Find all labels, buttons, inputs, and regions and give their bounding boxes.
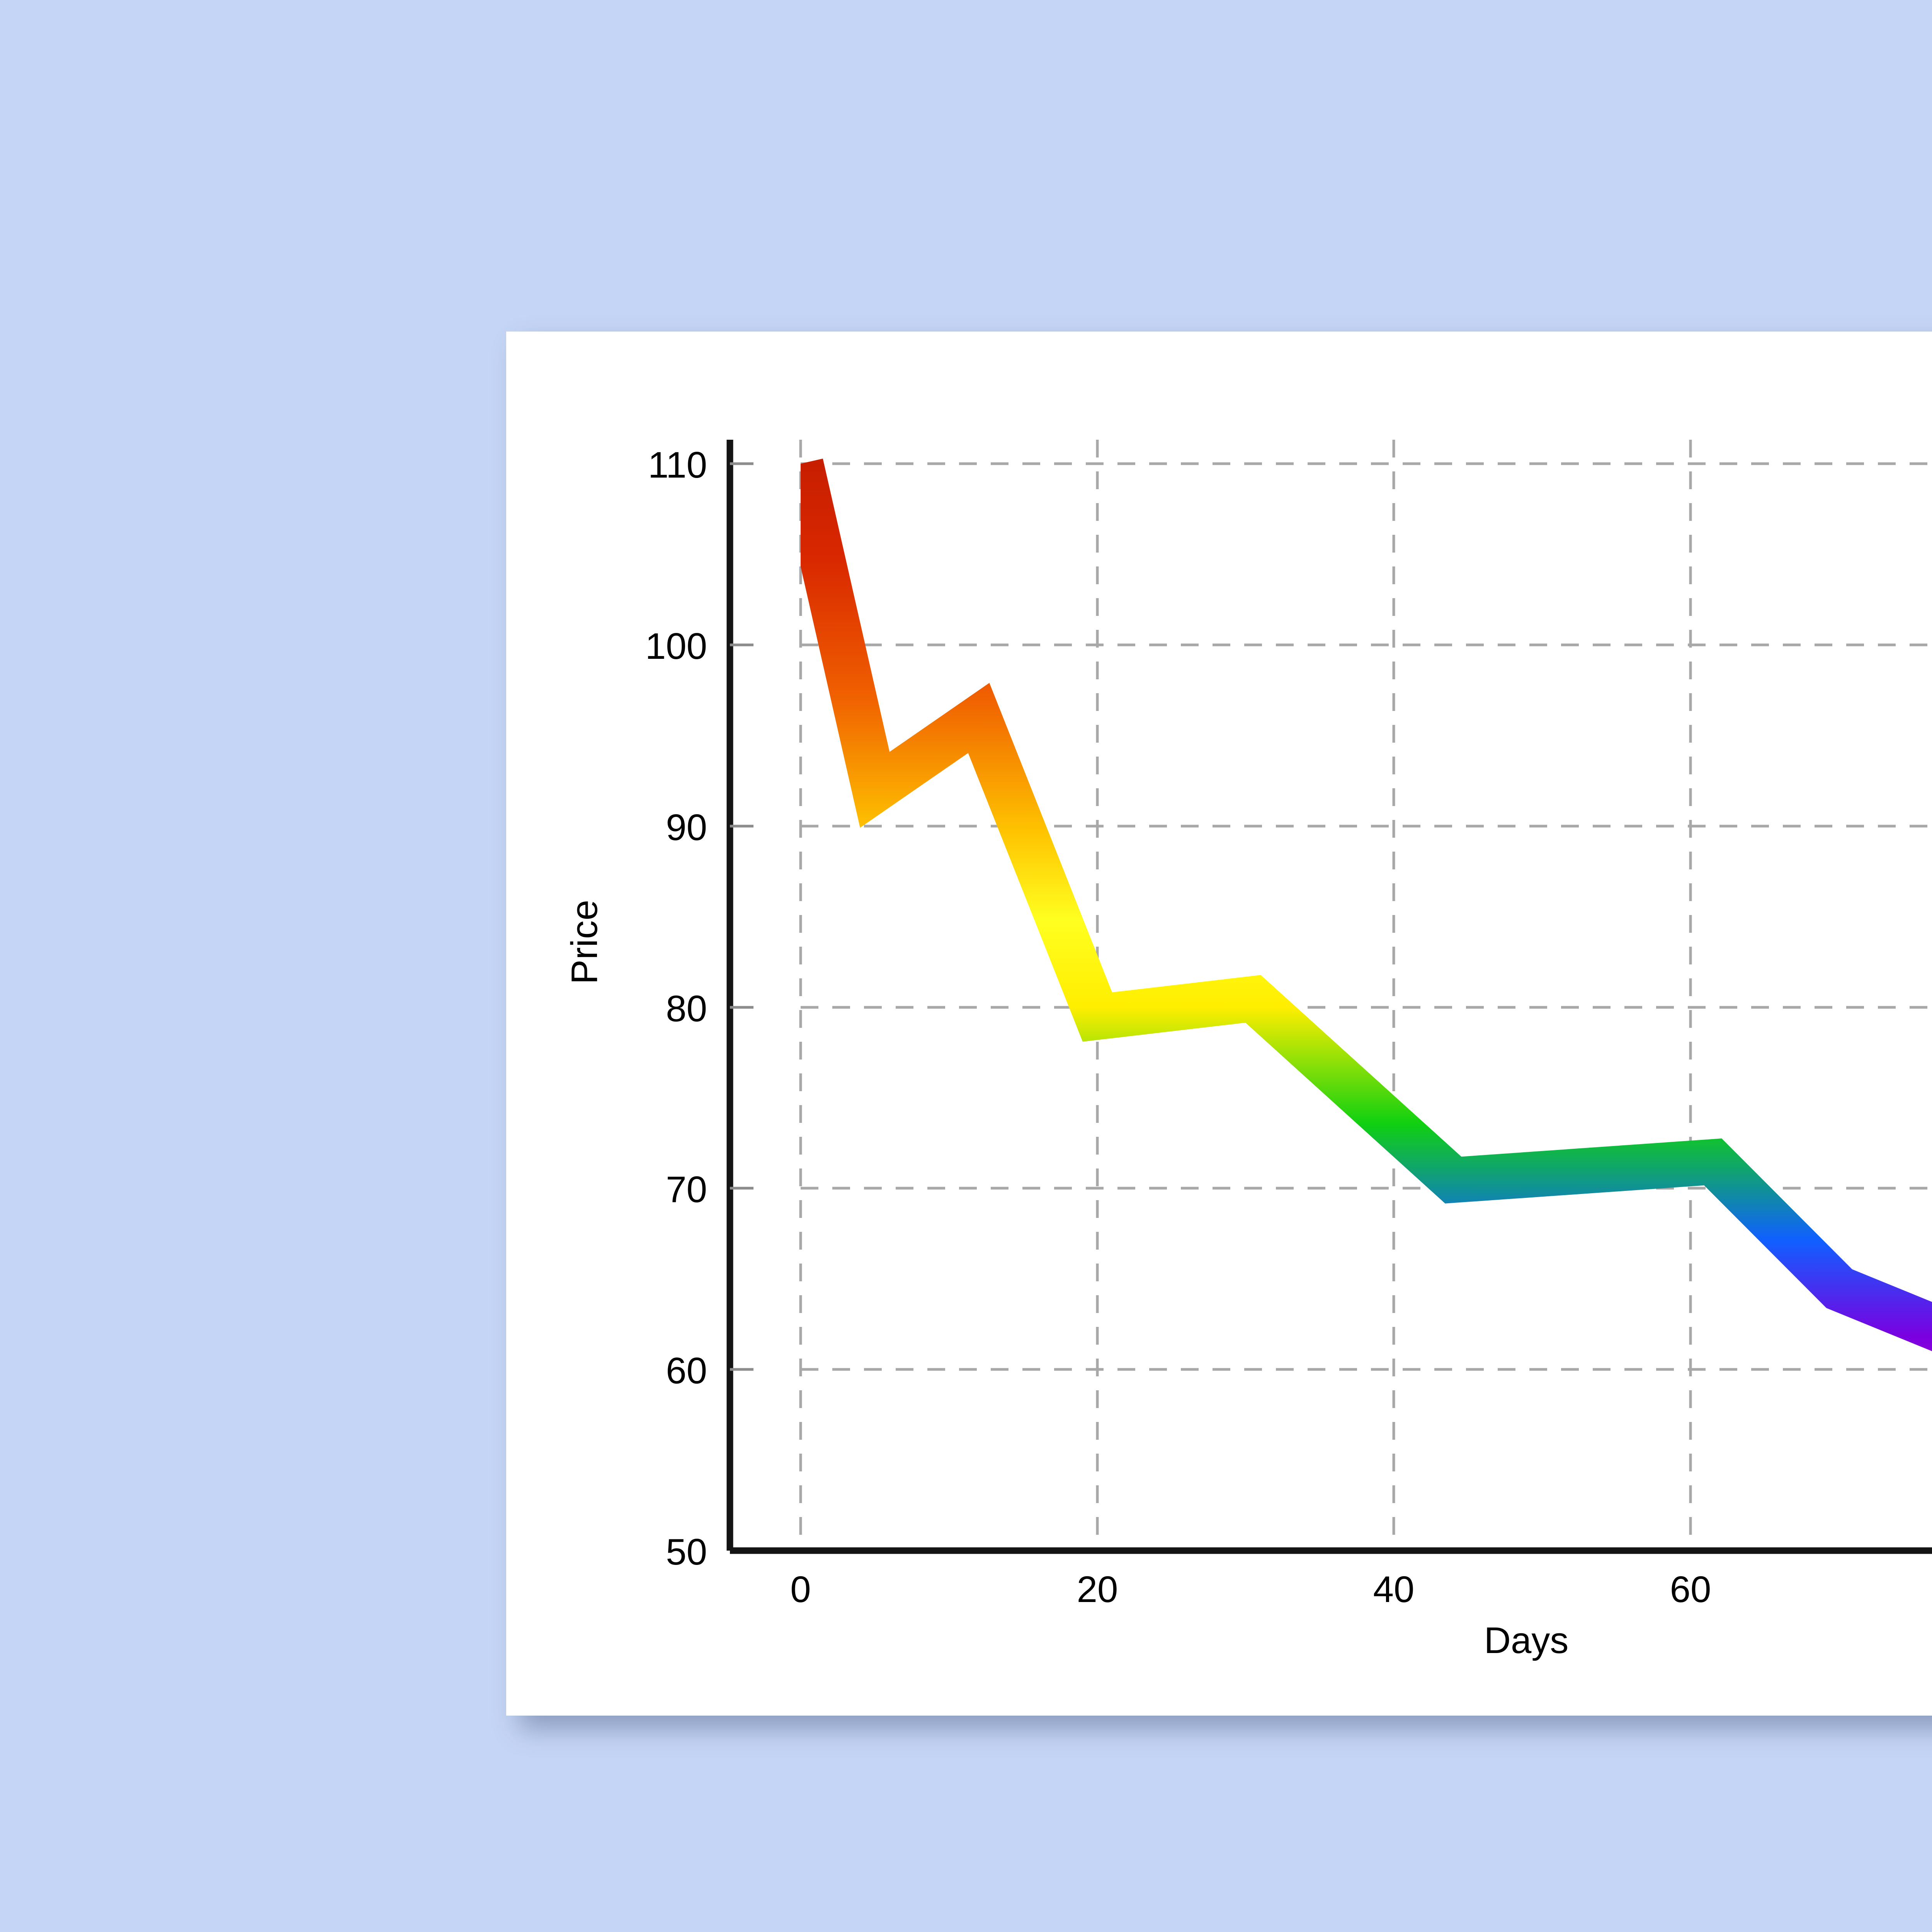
y-tick-label: 50	[666, 1531, 707, 1573]
x-tick-label: 0	[790, 1569, 811, 1610]
x-tick-labels: 0 20 40 60 80 100	[790, 1569, 1711, 1610]
x-axis-label: Days	[1484, 1620, 1569, 1661]
axis-spines	[726, 440, 1932, 1554]
y-tick-label: 80	[666, 988, 707, 1029]
y-tick-marks	[730, 462, 753, 1371]
y-tick-label: 100	[645, 626, 707, 667]
x-tick-label: 20	[1077, 1569, 1118, 1610]
x-tick-label: 40	[1373, 1569, 1415, 1610]
x-tick-label: 60	[1670, 1569, 1711, 1610]
y-tick-label: 110	[648, 444, 707, 486]
gridlines	[799, 440, 1932, 1551]
y-tick-labels: 110 100 90 80 70 60 50	[645, 444, 707, 1573]
y-axis-label: Price	[564, 900, 605, 985]
y-tick-label: 90	[666, 807, 707, 848]
y-tick-label: 60	[666, 1350, 707, 1391]
price-line-chart[interactable]: 110 100 90 80 70 60 50 0 20 40 60 80 100…	[506, 332, 1932, 1716]
price-series	[801, 458, 1932, 1351]
chart-card: 110 100 90 80 70 60 50 0 20 40 60 80 100…	[506, 332, 1932, 1716]
price-line	[801, 458, 1932, 1351]
y-tick-label: 70	[666, 1169, 707, 1210]
